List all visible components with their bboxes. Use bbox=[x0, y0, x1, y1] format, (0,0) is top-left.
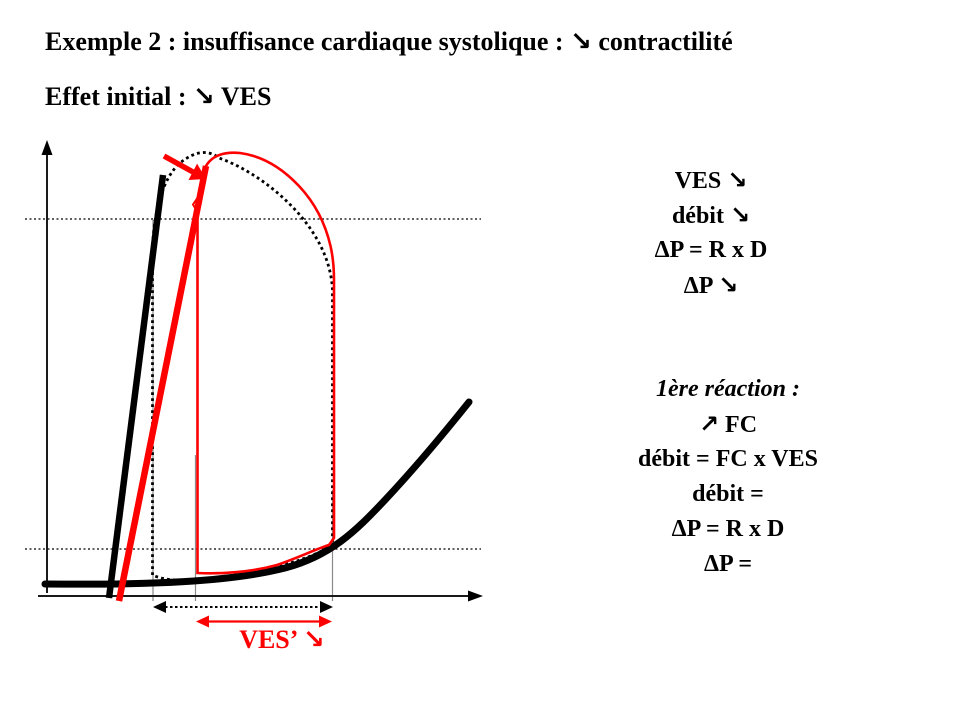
trend-arrow-icon: ↗ bbox=[698, 410, 720, 438]
ves-prime-label: VES’ ↘ bbox=[239, 625, 325, 655]
espvr-normal-line bbox=[105, 174, 167, 599]
y-axis-arrowhead-icon bbox=[41, 140, 53, 155]
trend-arrow-icon: ↘ bbox=[729, 201, 751, 229]
normal-pv-loop bbox=[151, 151, 334, 583]
slide-subtitle: Effet initial : ↘ VES bbox=[45, 82, 272, 112]
x-axis bbox=[38, 590, 483, 602]
ves-normal-span-arrow bbox=[153, 601, 333, 613]
trend-arrow-icon: ↘ bbox=[727, 166, 748, 194]
failing-pv-loop bbox=[196, 151, 336, 575]
ves-prime-span-arrow bbox=[196, 615, 332, 628]
x-axis-arrowhead-icon bbox=[468, 590, 483, 602]
trend-arrow-icon: ↘ bbox=[303, 625, 325, 655]
slide-title: Exemple 2 : insuffisance cardiaque systo… bbox=[45, 27, 733, 57]
espvr-failing-line bbox=[115, 165, 210, 602]
reaction-line-dp: ΔP = bbox=[703, 551, 753, 577]
reaction-line-fc: ↗ FC bbox=[698, 410, 758, 438]
reaction-line-debit: débit = bbox=[692, 481, 764, 507]
reaction-line-debit-formula: débit = FC x VES bbox=[638, 446, 818, 472]
effect-line-dp: ΔP ↘ bbox=[683, 271, 739, 299]
effect-line-dp-formula: ΔP = R x D bbox=[654, 237, 768, 263]
trend-arrow-icon: ↘ bbox=[570, 27, 592, 57]
trend-arrow-icon: ↘ bbox=[718, 271, 739, 299]
effect-line-debit: débit ↘ bbox=[671, 201, 751, 229]
effect-line-ves: VES ↘ bbox=[674, 166, 748, 194]
first-reaction-block: 1ère réaction : ↗ FC débit = FC x VES dé… bbox=[553, 372, 903, 582]
contractility-shift-arrow-icon bbox=[162, 153, 206, 180]
reaction-heading: 1ère réaction : bbox=[656, 376, 800, 402]
y-axis bbox=[41, 140, 53, 593]
reaction-line-dp-formula: ΔP = R x D bbox=[671, 516, 785, 542]
trend-arrow-icon: ↘ bbox=[193, 82, 215, 112]
edpvr-curve bbox=[41, 398, 473, 588]
initial-effects-block: VES ↘ débit ↘ ΔP = R x D ΔP ↘ bbox=[561, 163, 861, 303]
